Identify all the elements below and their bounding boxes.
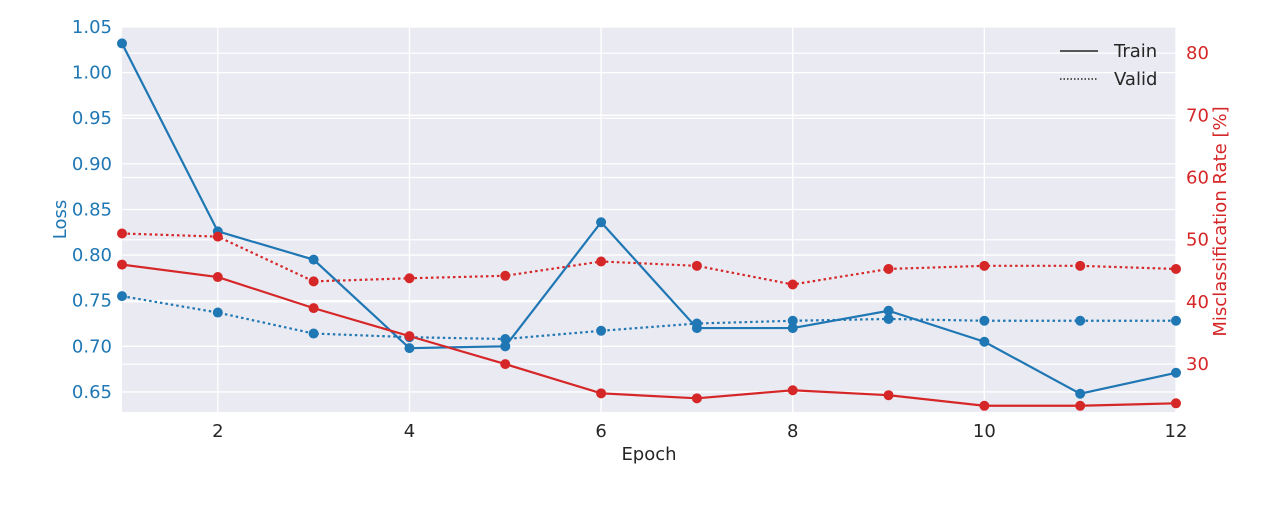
- train_loss-point: [1075, 388, 1086, 399]
- train_loss-line: [121, 42, 1177, 395]
- y-axis-label-left: Loss: [50, 200, 71, 239]
- valid_misclassification-point: [212, 231, 223, 242]
- legend-train-label: Train: [1113, 41, 1157, 62]
- y-tick-label-left: 1.00: [72, 63, 112, 84]
- valid_loss-point: [500, 334, 511, 345]
- valid_misclassification-point: [596, 256, 607, 267]
- y-tick-label-left: 0.65: [72, 382, 112, 403]
- y-tick-label-right: 50: [1186, 230, 1209, 251]
- train_misclassification-point: [979, 400, 990, 411]
- train_misclassification-point: [404, 331, 415, 342]
- y-tick-label-right: 70: [1186, 105, 1209, 126]
- x-tick-label: 8: [787, 421, 798, 442]
- valid_misclassification-point: [979, 260, 990, 271]
- train_loss-point: [1171, 367, 1181, 378]
- train_misclassification-point: [117, 259, 127, 270]
- y-tick-label-left: 0.70: [72, 336, 112, 357]
- y-axis-label-right: Misclassification Rate [%]: [1210, 106, 1231, 336]
- train_loss-point: [787, 323, 798, 334]
- valid_misclassification-point: [500, 270, 511, 281]
- valid_misclassification-point: [117, 228, 127, 239]
- y-tick-label-right: 80: [1186, 43, 1209, 64]
- train_misclassification-line: [121, 263, 1177, 407]
- valid_loss-point: [117, 291, 127, 302]
- train_loss-point: [883, 305, 894, 316]
- train_loss-point: [117, 38, 127, 49]
- y-tick-label-right: 60: [1186, 168, 1209, 189]
- valid_misclassification-point: [691, 260, 702, 271]
- valid_misclassification-point: [1075, 260, 1086, 271]
- train_misclassification-point: [883, 390, 894, 401]
- x-tick-label: 6: [595, 421, 606, 442]
- train_misclassification-point: [1171, 398, 1181, 409]
- valid_misclassification-point: [883, 263, 894, 274]
- y-tick-label-left: 1.05: [72, 17, 112, 38]
- legend-valid-label: Valid: [1114, 69, 1157, 90]
- train_misclassification-point: [787, 385, 798, 396]
- valid_loss-point: [308, 328, 319, 339]
- valid_misclassification-point: [787, 279, 798, 290]
- train_misclassification-point: [500, 359, 511, 370]
- y-tick-label-left: 0.90: [72, 154, 112, 175]
- y-tick-label-left: 0.75: [72, 291, 112, 312]
- train_misclassification-point: [308, 303, 319, 314]
- x-axis-label: Epoch: [621, 444, 676, 465]
- train_misclassification-point: [691, 393, 702, 404]
- valid_loss-point: [1171, 315, 1181, 326]
- valid_loss-point: [212, 307, 223, 318]
- x-tick-label: 2: [212, 421, 223, 442]
- valid_misclassification-point: [1171, 263, 1181, 274]
- y-tick-label-left: 0.85: [72, 199, 112, 220]
- train_misclassification-point: [1075, 400, 1086, 411]
- valid_misclassification-point: [308, 276, 319, 287]
- valid_loss-point: [979, 315, 990, 326]
- valid_loss-point: [787, 315, 798, 326]
- train_misclassification-point: [596, 388, 607, 399]
- train_loss-point: [308, 254, 319, 265]
- y-tick-label-left: 0.95: [72, 108, 112, 129]
- x-tick-label: 10: [973, 421, 996, 442]
- train_loss-point: [979, 336, 990, 347]
- valid_loss-point: [691, 318, 702, 329]
- train_loss-point: [500, 341, 511, 352]
- train_loss-point: [404, 343, 415, 354]
- train_loss-point: [596, 217, 607, 228]
- y-tick-label-left: 0.80: [72, 245, 112, 266]
- train_misclassification-point: [212, 272, 223, 283]
- y-tick-label-right: 40: [1186, 292, 1209, 313]
- x-tick-label: 12: [1165, 421, 1188, 442]
- valid_misclassification-line: [121, 232, 1177, 286]
- plot-area: [122, 27, 1176, 412]
- valid_misclassification-point: [404, 273, 415, 284]
- valid_loss-point: [883, 313, 894, 324]
- y-tick-label-right: 30: [1186, 354, 1209, 375]
- valid_loss-point: [596, 325, 607, 336]
- x-tick-label: 4: [404, 421, 415, 442]
- valid_loss-point: [1075, 315, 1086, 326]
